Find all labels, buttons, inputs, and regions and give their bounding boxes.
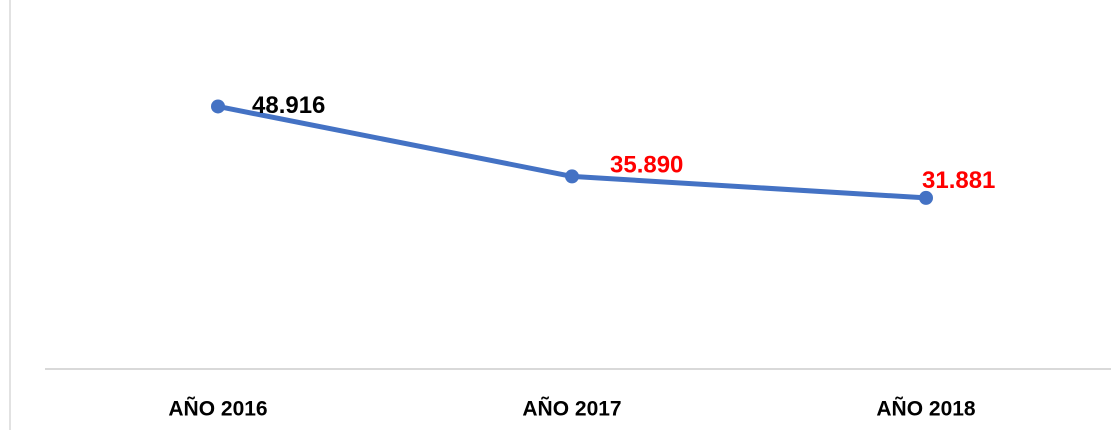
marker [565,169,579,184]
x-tick-label: AÑO 2017 [522,398,621,421]
data-label: 35.890 [610,152,683,179]
marker [919,190,933,205]
line [217,104,927,201]
data-label: 48.916 [252,92,325,119]
x-tick-label: AÑO 2016 [168,398,267,421]
x-tick-label: AÑO 2018 [876,398,976,421]
data-label: 31.881 [922,167,995,194]
marker [211,99,225,114]
